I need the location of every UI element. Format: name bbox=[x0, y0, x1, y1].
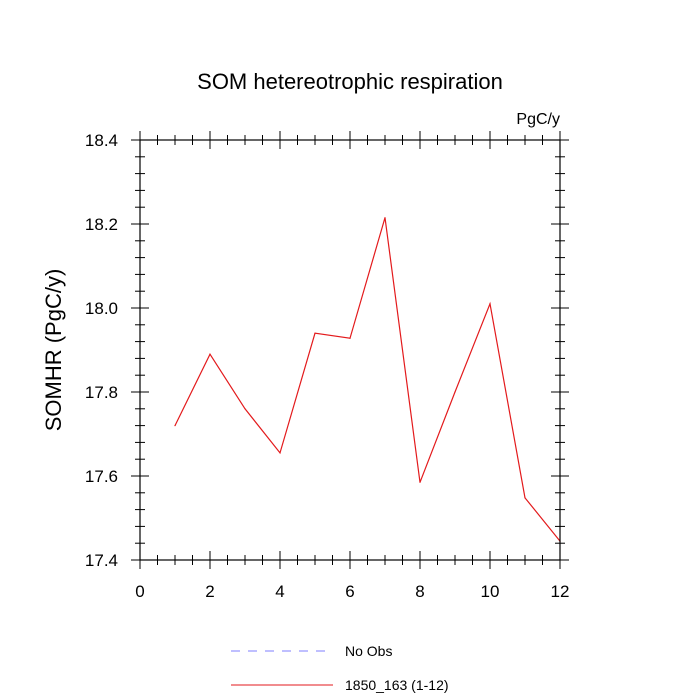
legend-label: 1850_163 (1-12) bbox=[345, 677, 449, 693]
y-tick-label: 18.2 bbox=[85, 215, 118, 234]
x-tick-label: 6 bbox=[345, 582, 354, 601]
plot-frame bbox=[139, 139, 561, 561]
data-point bbox=[349, 337, 351, 339]
series-layer bbox=[174, 217, 561, 542]
data-point bbox=[314, 332, 316, 334]
data-point bbox=[209, 353, 211, 355]
y-tick-label: 18.4 bbox=[85, 131, 118, 150]
y-tick-label: 18.0 bbox=[85, 299, 118, 318]
legend: No Obs 1850_163 (1-12) bbox=[231, 643, 449, 693]
x-tick-label: 2 bbox=[205, 582, 214, 601]
data-point bbox=[384, 217, 386, 219]
y-axis-label: SOMHR (PgC/y) bbox=[41, 269, 66, 432]
data-point bbox=[419, 481, 421, 483]
units-label: PgC/y bbox=[516, 111, 560, 128]
x-tick-label: 0 bbox=[135, 582, 144, 601]
legend-label: No Obs bbox=[345, 643, 392, 659]
y-tick-label: 17.4 bbox=[85, 551, 118, 570]
y-tick-label: 17.8 bbox=[85, 383, 118, 402]
data-point bbox=[489, 303, 491, 305]
data-point bbox=[174, 425, 176, 427]
chart-title: SOM hetereotrophic respiration bbox=[197, 69, 503, 94]
x-tick-label: 12 bbox=[551, 582, 570, 601]
x-tick-label: 10 bbox=[481, 582, 500, 601]
data-point bbox=[279, 452, 281, 454]
y-tick-label: 17.6 bbox=[85, 467, 118, 486]
data-point bbox=[244, 408, 246, 410]
axis-ticks: 0 2 4 6 8 10 12 17.4 17.6 17.8 18.0 18.2 18.4 bbox=[85, 131, 570, 601]
data-point bbox=[454, 391, 456, 393]
data-point bbox=[524, 497, 526, 499]
x-tick-label: 4 bbox=[275, 582, 284, 601]
series-line bbox=[174, 217, 561, 542]
x-tick-label: 8 bbox=[415, 582, 424, 601]
